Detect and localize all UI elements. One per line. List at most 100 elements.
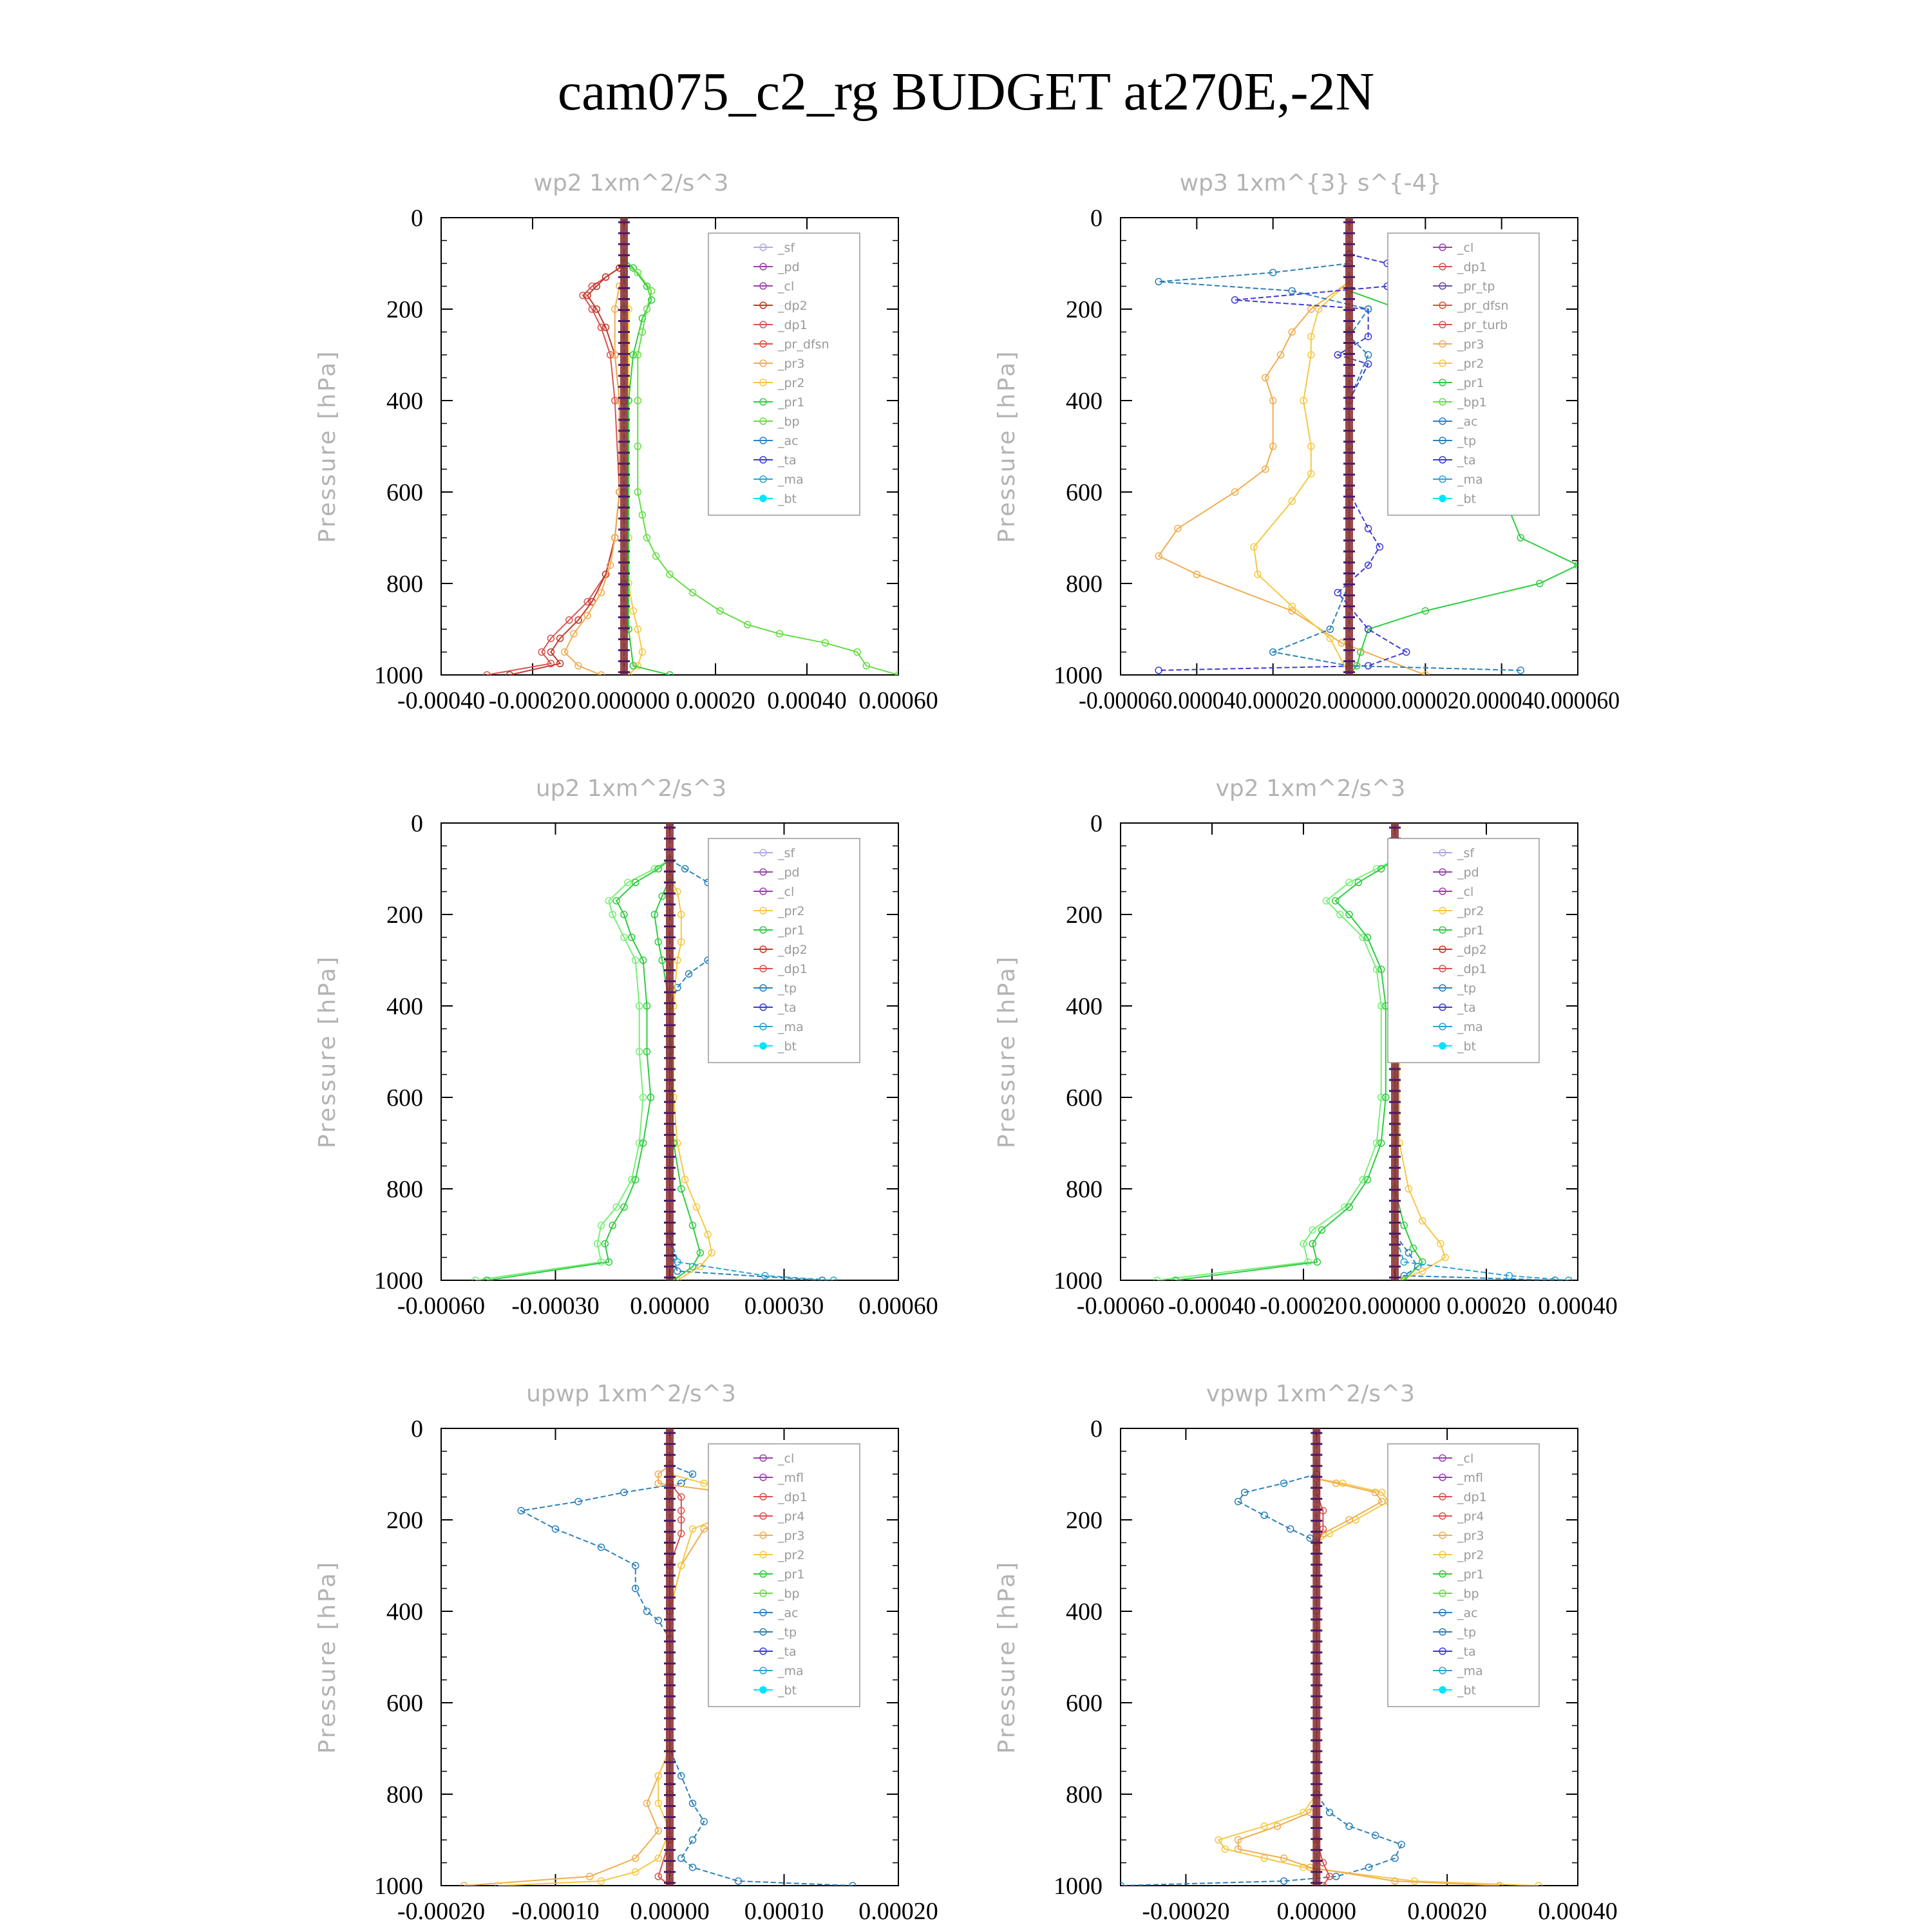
data-point-pr3 [560, 648, 569, 656]
legend-label: _pd [777, 866, 800, 880]
data-point-ta [1334, 589, 1341, 596]
figure-title: cam075_c2_rg BUDGET at270E,-2N [558, 62, 1374, 122]
data-point-dp1 [588, 282, 596, 290]
legend-marker-tp [759, 1628, 767, 1636]
x-tick-label: 0.000000 [1349, 1293, 1441, 1320]
data-point-up_dp2 [1313, 1258, 1321, 1266]
data-point-pr1 [1517, 534, 1524, 542]
legend: _sf _pd _cl _pr2 _pr1 _dp2 _dp1 _tp _ta _ma _bt [1387, 838, 1540, 1063]
legend-marker-cl [1439, 887, 1446, 895]
data-point-bp [743, 621, 752, 629]
data-point-pr3 [1269, 397, 1277, 404]
data-point-up_dp2 [612, 896, 620, 905]
y-tick-label: 800 [1066, 1781, 1103, 1808]
legend-marker-tp [1439, 437, 1446, 444]
legend-label: _pr1 [1457, 923, 1484, 938]
legend-label: _bt [1457, 1683, 1476, 1698]
legend-marker-dp1 [1439, 1493, 1446, 1501]
data-point-dp1 [565, 616, 573, 624]
legend-label: _sf [777, 846, 795, 860]
data-point-up_dp2 [1171, 1276, 1179, 1280]
legend-marker-sf [1439, 849, 1446, 857]
legend-marker-pr1 [1439, 379, 1446, 386]
legend-label: _ma [1457, 1664, 1483, 1678]
data-point-tp [1269, 648, 1277, 656]
data-point-pr3 [1371, 1488, 1379, 1497]
data-point-tp [1286, 1525, 1294, 1533]
data-point-pr2 [1418, 1267, 1426, 1275]
legend-marker-bp [1439, 1589, 1446, 1597]
legend-label: _bt [777, 492, 797, 506]
series-line-pr4 [658, 1482, 682, 1886]
legend-marker-ac [1439, 417, 1446, 425]
legend-label: _tp [1457, 981, 1476, 996]
data-point-dp2 [506, 671, 514, 675]
data-point-pr2 [1307, 469, 1315, 478]
data-point-up_dp2 [632, 1176, 639, 1184]
data-point-pr2 [688, 1525, 697, 1533]
legend-label: _tp [777, 981, 797, 996]
series-line-pr3 [564, 272, 625, 675]
legend-marker-cl [759, 887, 767, 895]
legend-marker-ma [1439, 1023, 1446, 1030]
data-point-pr3 [583, 611, 591, 620]
data-point-tp [700, 1817, 708, 1826]
data-point-ta [1403, 648, 1410, 656]
legend-label: _dp2 [777, 943, 808, 957]
data-point-dp1 [606, 351, 614, 359]
legend-marker-pr2 [1439, 907, 1446, 914]
y-tick-label: 800 [1066, 1176, 1103, 1203]
data-point-pr2 [638, 648, 647, 656]
data-point-pr3 [1273, 1822, 1282, 1830]
data-point-tp [1405, 1249, 1413, 1257]
legend-label: _ma [777, 1020, 804, 1034]
data-point-tp [1364, 305, 1372, 313]
legend-label: _cl [1457, 241, 1473, 255]
data-point-up_dp2 [1318, 1226, 1326, 1234]
legend-label: _pr2 [1457, 904, 1484, 918]
data-point-tp [517, 1507, 525, 1515]
legend-label: _mfl [1457, 1471, 1483, 1485]
legend-marker-pr1 [1439, 926, 1446, 934]
legend-marker-pr3 [1439, 340, 1446, 348]
legend-label: _cl [777, 1452, 794, 1466]
legend-marker-tp [1439, 1628, 1446, 1636]
legend-marker-ta [1439, 1003, 1446, 1011]
legend-box [1387, 838, 1540, 1063]
legend-label: _bp1 [1457, 395, 1487, 410]
data-point-pr3 [1234, 1845, 1242, 1853]
data-point-tp [677, 1854, 685, 1862]
legend-label: _bp [777, 1587, 800, 1601]
legend-label: _sf [1457, 846, 1475, 860]
legend-label: _pr2 [777, 376, 804, 390]
data-point-pr2 [654, 1854, 662, 1862]
legend-marker-bp [759, 417, 767, 425]
data-point-pr1 [629, 351, 637, 359]
data-point-pr1 [654, 938, 662, 946]
data-point-bp [643, 534, 651, 542]
data-point-dp2 [574, 616, 582, 624]
legend-marker-dp2 [759, 945, 767, 953]
data-point-pr2 [654, 1799, 662, 1807]
data-point-ta [1155, 667, 1162, 674]
data-point-up_dp2 [632, 878, 639, 887]
data-point-dp2 [592, 305, 601, 313]
data-point-up_dp2 [1363, 933, 1372, 942]
legend-label: _pr_turb [1457, 318, 1508, 332]
legend-label: _ac [1457, 415, 1478, 429]
legend-marker-cl [759, 282, 767, 290]
legend-marker-bt [759, 495, 767, 502]
data-point-pr2 [1221, 1845, 1229, 1853]
y-tick-label: 200 [1066, 902, 1103, 929]
data-point-pr3 [1332, 1479, 1340, 1487]
series-line-pr3 [1157, 281, 1426, 675]
data-point-dp2 [556, 659, 564, 667]
data-point-ma [674, 1258, 681, 1266]
legend-marker-cl [1439, 1454, 1446, 1462]
data-point-pr3 [1391, 1877, 1399, 1885]
data-point-pr3 [1288, 328, 1296, 336]
data-point-pr2 [495, 1882, 502, 1886]
data-point-ma [1505, 1272, 1513, 1280]
data-point-up_dp1 [639, 1094, 647, 1101]
